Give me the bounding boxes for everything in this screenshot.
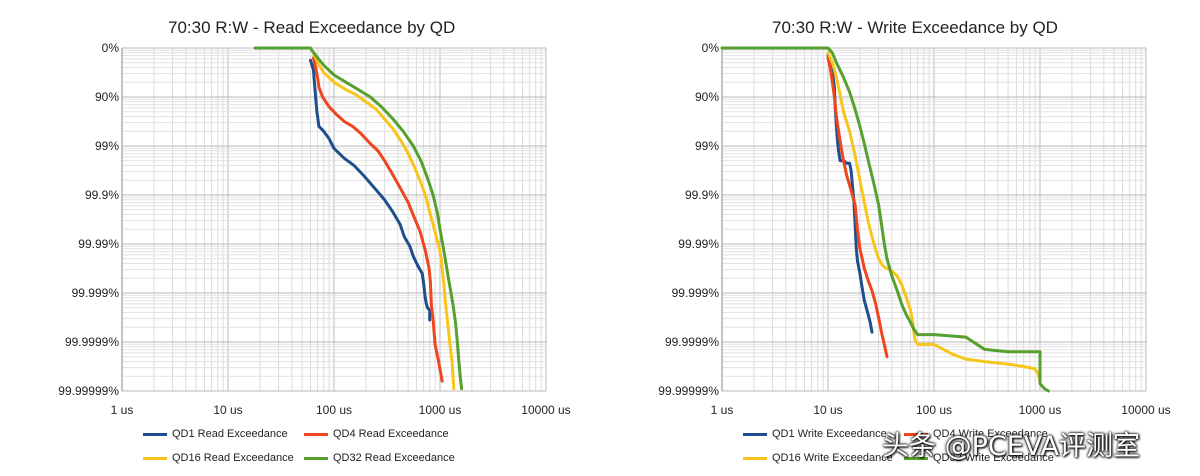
legend-swatch	[904, 432, 928, 436]
legend-swatch	[304, 432, 328, 436]
chart-title: 70:30 R:W - Read Exceedance by QD	[168, 18, 456, 37]
legend-item: QD16 Read Exceedance	[143, 452, 294, 464]
series-line-qd32-read-exceedance	[253, 46, 464, 391]
legend-item: QD4 Read Exceedance	[304, 428, 449, 440]
x-tick-label: 100 us	[316, 403, 352, 417]
x-tick-label: 1 us	[711, 403, 734, 417]
series-line-qd4-read-exceedance	[312, 56, 444, 383]
y-tick-label: 99.999%	[72, 286, 120, 300]
x-tick-label: 10 us	[213, 403, 242, 417]
y-tick-label: 99%	[695, 139, 719, 153]
series-line-qd1-read-exceedance	[309, 58, 432, 322]
legend-label: QD4 Write Exceedance	[933, 428, 1048, 440]
legend-label: QD16 Read Exceedance	[172, 452, 294, 464]
legend-item: QD32 Read Exceedance	[304, 452, 455, 464]
legend-swatch	[743, 456, 767, 460]
legend-label: QD1 Read Exceedance	[172, 428, 288, 440]
series-line-qd16-write-exceedance	[826, 51, 1042, 383]
y-tick-label: 99%	[95, 139, 119, 153]
legend-swatch	[743, 432, 767, 436]
y-tick-label: 90%	[695, 90, 719, 104]
y-tick-label: 99.9999%	[665, 335, 719, 349]
y-tick-label: 0%	[702, 41, 720, 55]
x-tick-label: 1 us	[111, 403, 134, 417]
legend-item: QD1 Write Exceedance	[743, 428, 887, 440]
legend-item: QD1 Read Exceedance	[143, 428, 288, 440]
y-tick-label: 99.999%	[672, 286, 720, 300]
grid-lines	[721, 47, 1147, 392]
y-tick-label: 99.99999%	[58, 384, 119, 398]
y-tick-label: 99.99%	[78, 237, 119, 251]
y-tick-label: 99.9999%	[65, 335, 119, 349]
y-tick-label: 0%	[102, 41, 120, 55]
legend-item: QD4 Write Exceedance	[904, 428, 1048, 440]
read-exceedance-chart: 70:30 R:W - Read Exceedance by QD 0% 90% 9…	[58, 18, 570, 464]
y-tick-label: 99.9%	[685, 188, 719, 202]
x-tick-label: 10000 us	[1121, 403, 1170, 417]
watermark: 头条 @PCEVA评测室	[882, 431, 1140, 462]
legend-label: QD32 Read Exceedance	[333, 452, 455, 464]
x-tick-label: 100 us	[916, 403, 952, 417]
legend-label: QD4 Read Exceedance	[333, 428, 449, 440]
y-tick-label: 99.99%	[678, 237, 719, 251]
chart-title: 70:30 R:W - Write Exceedance by QD	[772, 18, 1058, 37]
chart-plot-area: 0% 90% 99% 99.9% 99.99% 99.999% 99.9999% 99.999…	[58, 41, 570, 417]
x-tick-label: 10000 us	[521, 403, 570, 417]
series-line-qd16-read-exceedance	[312, 51, 456, 391]
legend-swatch	[304, 456, 328, 460]
legend-swatch	[143, 432, 167, 436]
y-tick-label: 99.9%	[85, 188, 119, 202]
legend-item: QD32 Write Exceedance	[904, 452, 1054, 464]
y-tick-label: 90%	[95, 90, 119, 104]
legend-item: QD16 Write Exceedance	[743, 452, 893, 464]
chart-plot-area: 0% 90% 99% 99.9% 99.99% 99.999% 99.9999% 99.999…	[658, 41, 1170, 417]
x-tick-label: 10 us	[813, 403, 842, 417]
write-exceedance-chart: 70:30 R:W - Write Exceedance by QD 0% 90%…	[600, 0, 1200, 476]
x-tick-label: 1000 us	[1019, 403, 1062, 417]
legend-swatch	[143, 456, 167, 460]
legend-label: QD16 Write Exceedance	[772, 452, 893, 464]
x-tick-label: 1000 us	[419, 403, 462, 417]
grid-lines	[121, 47, 547, 392]
series-line-qd4-write-exceedance	[826, 56, 889, 359]
legend-label: QD32 Write Exceedance	[933, 452, 1054, 464]
legend-swatch	[904, 456, 928, 460]
series-line-qd32-write-exceedance	[720, 46, 1050, 393]
y-tick-label: 99.99999%	[658, 384, 719, 398]
legend-label: QD1 Write Exceedance	[772, 428, 887, 440]
